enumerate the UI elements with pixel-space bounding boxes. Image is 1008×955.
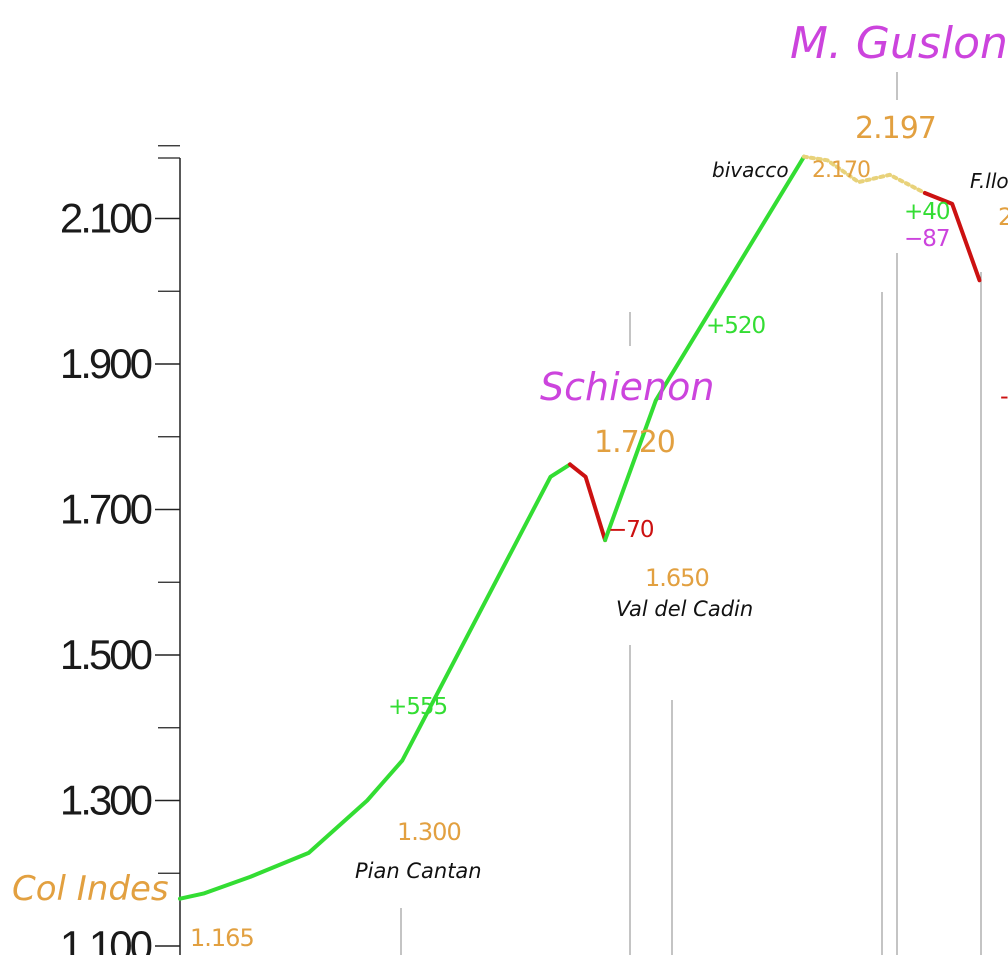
- y-tick-label: 1.300: [60, 777, 152, 824]
- profile-segment-dotted: [802, 154, 927, 195]
- profile-segment-ascent: [178, 462, 572, 901]
- elevation-profile: [178, 154, 982, 901]
- point-name-pian-cantan: Pian Cantan: [355, 859, 482, 883]
- profile-segment-descent: [922, 191, 982, 283]
- elevation-label-bivacco: 2.170: [812, 158, 870, 183]
- delta-label-plus-520: +520: [706, 313, 766, 339]
- delta-label-plus-40: +40: [904, 199, 950, 225]
- y-tick-label: 1.900: [60, 340, 152, 387]
- profile-segment-ascent: [603, 154, 806, 543]
- profile-segment-descent: [568, 462, 608, 543]
- elevation-label-m-guslon: 2.197: [855, 111, 936, 146]
- peak-name-m-guslon: M. Guslon: [790, 18, 1008, 69]
- delta-label-minus-87: −87: [904, 226, 950, 252]
- y-tick-label: 1.500: [60, 631, 152, 678]
- delta-label-plus-555: +555: [388, 694, 447, 720]
- elevation-label-schienon: 1.720: [594, 425, 675, 460]
- point-name-val-del-cadin: Val del Cadin: [616, 597, 753, 621]
- elevation-label-val-del-cadin: 1.650: [645, 564, 709, 592]
- point-name-bivacco: bivacco: [712, 158, 789, 182]
- peak-name-schienon: Schienon: [540, 365, 714, 409]
- vertical-guides: [400, 72, 982, 955]
- y-tick-label: 1.700: [60, 486, 152, 533]
- partial-elevation-label-right: 2: [998, 203, 1008, 231]
- partial-delta-label-right: -: [1000, 382, 1008, 410]
- point-name-f-lli: F.llo: [970, 169, 1008, 193]
- delta-label-minus-70: −70: [608, 517, 654, 543]
- point-name-col-indes: Col Indes: [12, 869, 169, 909]
- y-tick-label: 1.100: [60, 922, 152, 955]
- y-tick-label: 2.100: [60, 195, 152, 242]
- annotations: Col Indes 1.165 1.300 Pian Cantan +555 S…: [12, 18, 1008, 952]
- elevation-label-pian-cantan: 1.300: [397, 818, 461, 846]
- y-axis: 1.100 1.300 1.500 1.700 1.900 2.100: [60, 145, 181, 955]
- elevation-label-col-indes: 1.165: [190, 924, 254, 952]
